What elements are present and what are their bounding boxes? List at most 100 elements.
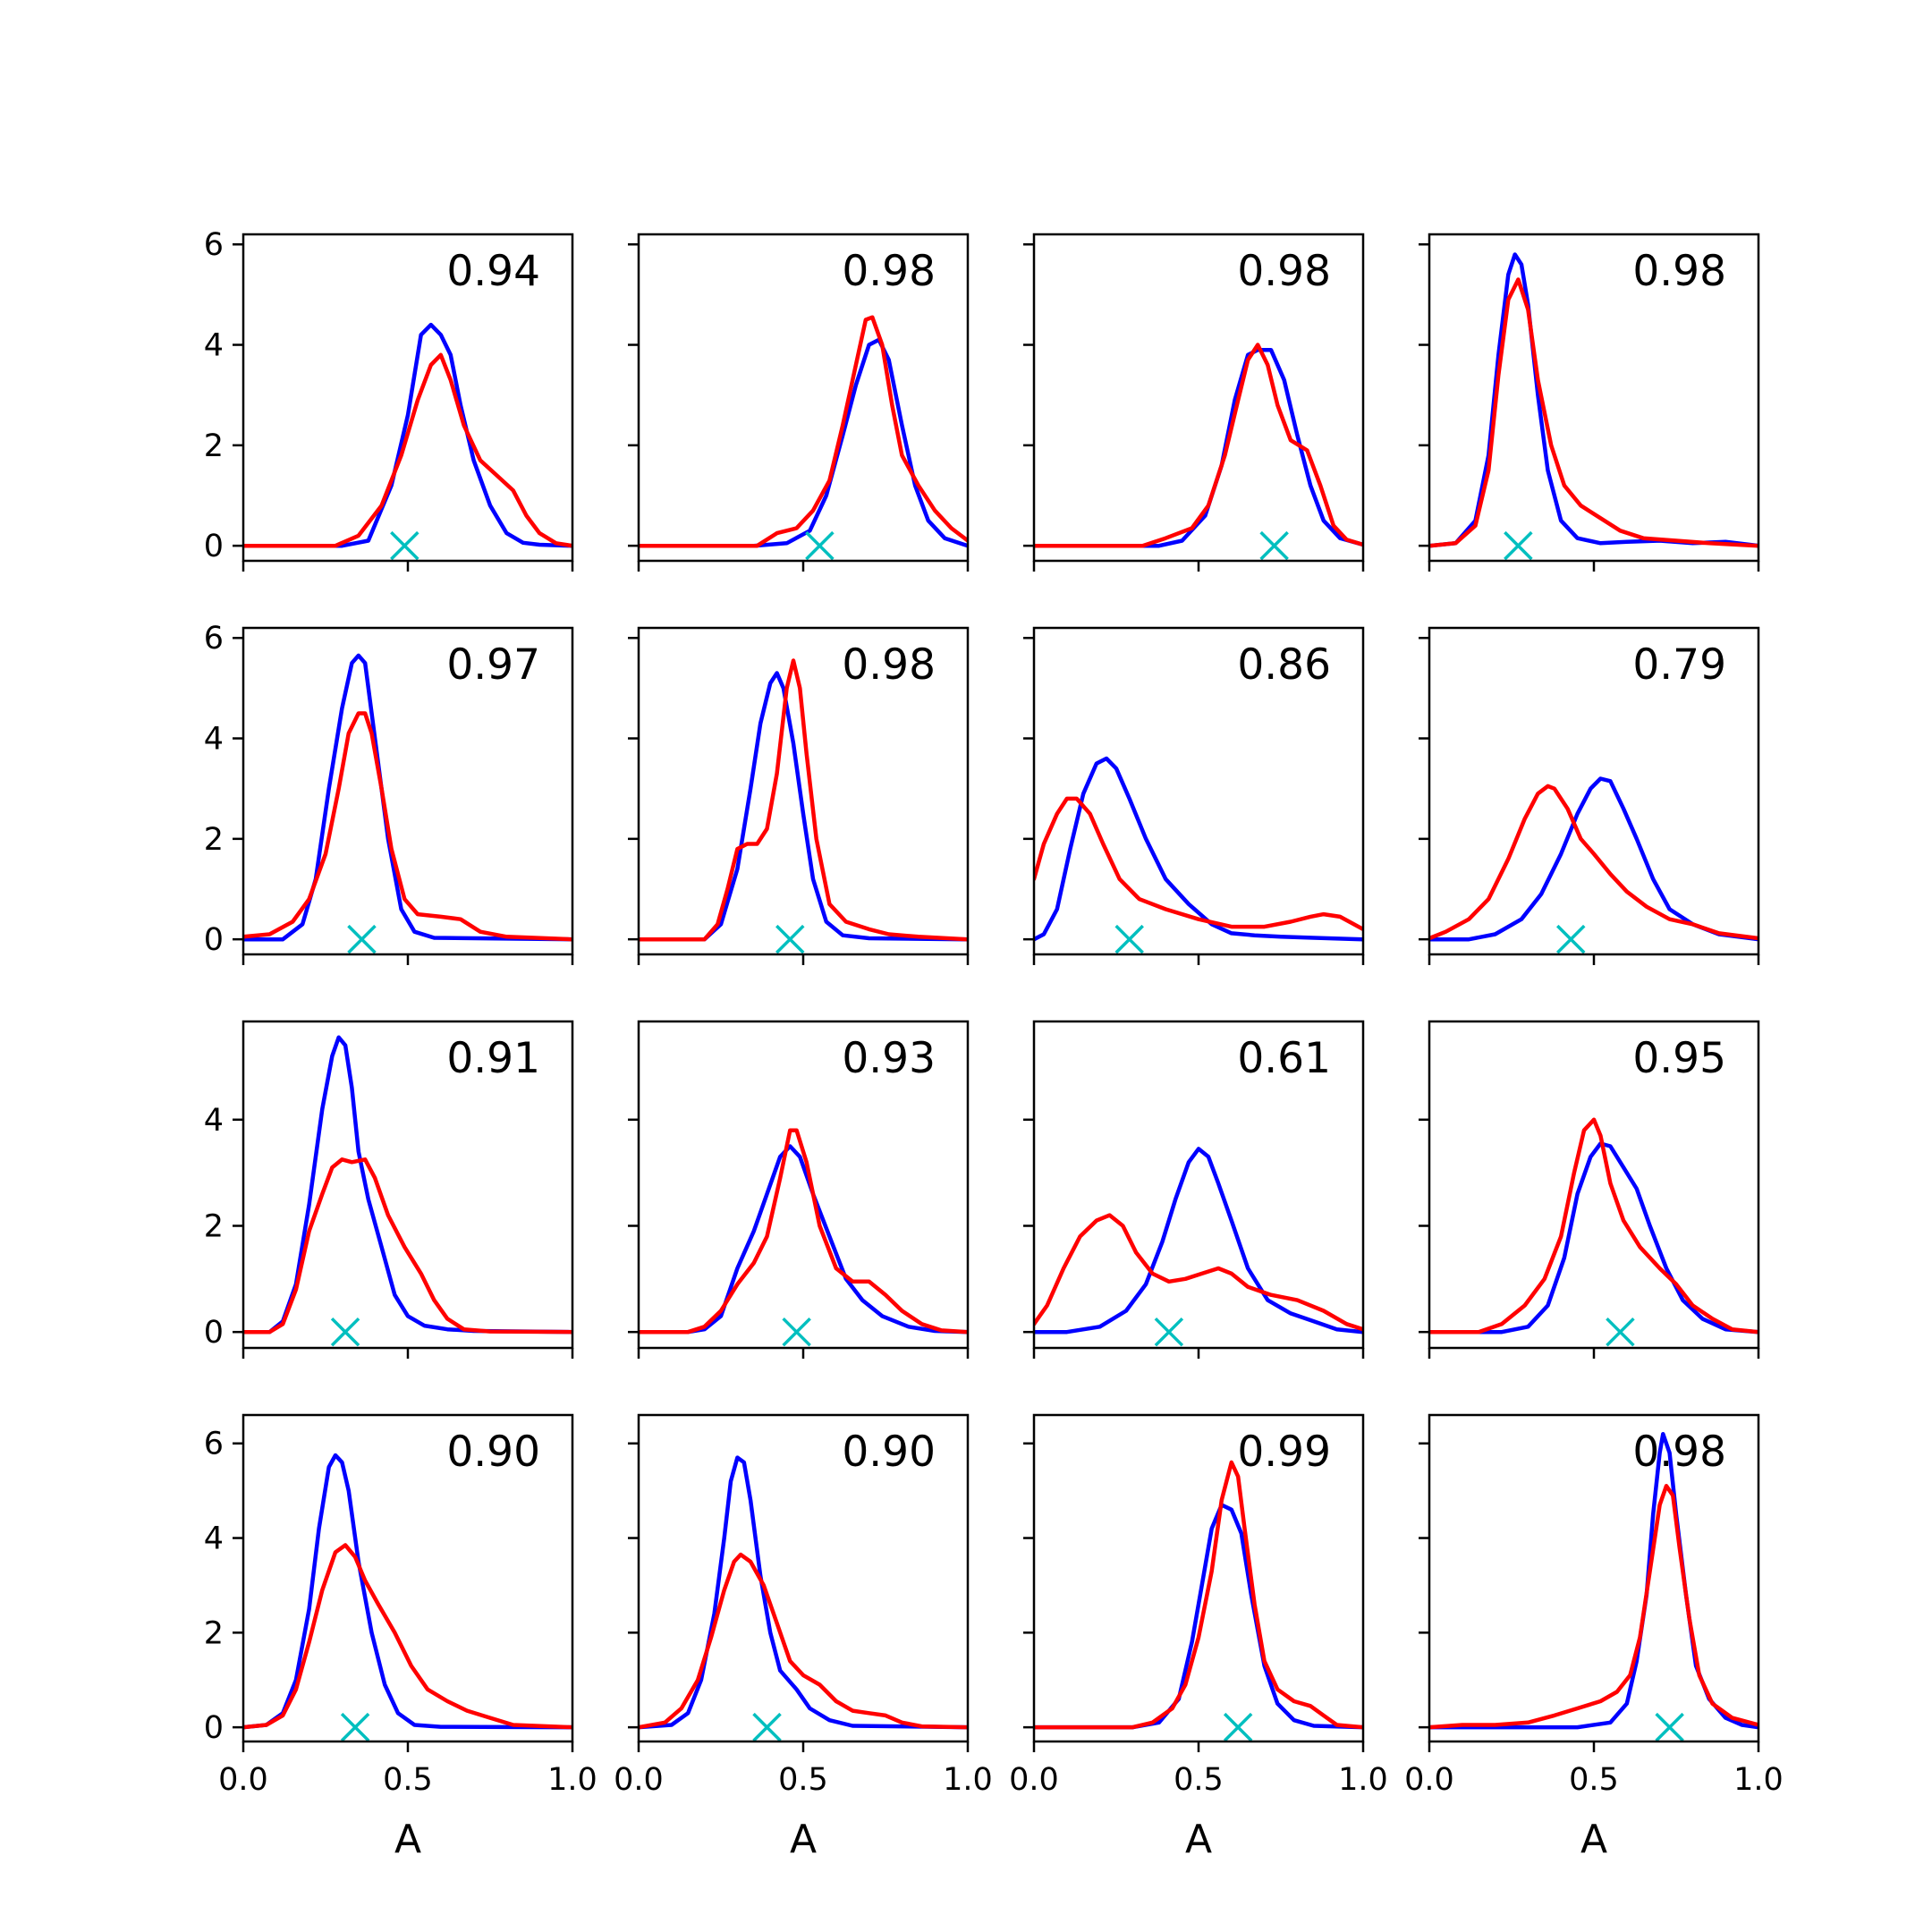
y-tick-label: 0 [204,922,224,958]
x-marker [1556,924,1586,954]
red-density-line [1034,343,1363,548]
x-marker [347,924,377,954]
x-marker [1223,1712,1253,1741]
subplot-1-1: 0.98 [628,626,970,965]
blue-density-line [1034,1147,1363,1335]
y-tick-label: 6 [204,227,224,263]
x-tick-label: 0.5 [778,1762,828,1798]
subplot-grid: 0 2 4 6 0.94 0.98 0.98 0.98 0 2 4 6 0.97 0.98 0.86 0.79… [204,227,1784,1862]
y-tick-label: 4 [204,722,224,758]
panel-annotation: 0.98 [1632,1428,1726,1477]
blue-density-line [639,337,968,548]
plot-area [243,653,572,954]
panel-annotation: 0.90 [446,1428,540,1477]
subplot-0-3: 0.98 [1419,233,1760,572]
red-density-line [243,1543,572,1730]
panel-annotation: 0.97 [446,640,540,690]
y-tick-label: 0 [204,1315,224,1351]
red-density-line [1034,1213,1363,1332]
red-density-line [639,658,968,942]
x-axis-label: A [1185,1817,1212,1862]
x-tick-label: 0.0 [1404,1762,1454,1798]
red-density-line [243,1157,572,1335]
plot-area [639,658,968,954]
plot-area [639,1455,968,1741]
plot-area [1429,1431,1758,1741]
x-axis-label: A [394,1817,421,1862]
plot-area [1429,252,1758,561]
subplot-2-0: 0 2 4 0.91 [204,1020,574,1359]
blue-density-line [243,322,572,548]
panel-annotation: 0.90 [842,1428,936,1477]
x-tick-label: 0.5 [1569,1762,1619,1798]
plot-area [1429,1117,1758,1347]
subplot-3-1: 0.0 0.5 1.0 A 0.90 [614,1413,993,1862]
plot-area [1034,756,1363,954]
plot-area [243,322,572,561]
red-density-line [639,1552,968,1730]
red-density-line [243,711,572,942]
subplot-3-0: 0.0 0.5 1.0 0 2 4 6 A 0.90 [204,1413,597,1862]
plot-area [1034,1460,1363,1741]
x-axis-label: A [1580,1817,1607,1862]
panel-annotation: 0.93 [842,1034,936,1083]
y-tick-label: 4 [204,328,224,364]
x-tick-label: 0.0 [1009,1762,1059,1798]
x-tick-label: 0.5 [1174,1762,1224,1798]
panel-annotation: 0.98 [842,640,936,690]
x-tick-label: 1.0 [547,1762,597,1798]
x-marker [775,924,805,954]
x-marker [1259,530,1289,561]
blue-density-line [1429,776,1758,942]
subplot-0-2: 0.98 [1023,233,1365,572]
subplot-0-0: 0 2 4 6 0.94 [204,227,574,572]
blue-density-line [1034,347,1363,548]
plot-area [243,1453,572,1741]
subplot-3-3: 0.0 0.5 1.0 A 0.98 [1404,1413,1784,1862]
red-density-line [1429,1117,1758,1335]
y-tick-label: 6 [204,1427,224,1462]
y-tick-label: 2 [204,428,224,464]
blue-density-line [243,1453,572,1730]
y-tick-label: 4 [204,1103,224,1139]
panel-annotation: 0.61 [1237,1034,1331,1083]
y-tick-label: 0 [204,529,224,564]
subplot-0-1: 0.98 [628,233,970,572]
y-tick-label: 2 [204,1615,224,1651]
red-density-line [639,315,968,548]
plot-area [639,315,968,561]
x-tick-label: 0.0 [614,1762,664,1798]
red-density-line [1429,277,1758,548]
x-marker [1154,1317,1184,1347]
x-tick-label: 1.0 [943,1762,993,1798]
subplot-2-1: 0.93 [628,1020,970,1359]
red-density-line [1429,1484,1758,1730]
panel-annotation: 0.86 [1237,640,1331,690]
subplot-3-2: 0.0 0.5 1.0 A 0.99 [1009,1413,1388,1862]
plot-area [1429,776,1758,954]
x-tick-label: 1.0 [1338,1762,1388,1798]
plot-area [1034,1147,1363,1347]
x-marker [340,1712,370,1741]
panel-annotation: 0.91 [446,1034,540,1083]
subplot-1-0: 0 2 4 6 0.97 [204,621,574,965]
subplot-2-2: 0.61 [1023,1020,1365,1359]
blue-density-line [1034,756,1363,942]
x-marker [1114,924,1144,954]
panel-annotation: 0.95 [1632,1034,1726,1083]
red-density-line [1034,1460,1363,1730]
x-marker [805,530,835,561]
panel-annotation: 0.98 [842,247,936,296]
y-tick-label: 6 [204,621,224,657]
x-marker [1504,530,1533,561]
panel-annotation: 0.79 [1632,640,1726,690]
x-tick-label: 0.0 [218,1762,268,1798]
x-tick-label: 1.0 [1733,1762,1784,1798]
x-marker [782,1317,811,1347]
panel-annotation: 0.99 [1237,1428,1331,1477]
x-marker [390,530,419,561]
panel-annotation: 0.98 [1632,247,1726,296]
y-tick-label: 2 [204,1208,224,1244]
subplot-1-2: 0.86 [1023,626,1365,965]
blue-density-line [639,671,968,942]
